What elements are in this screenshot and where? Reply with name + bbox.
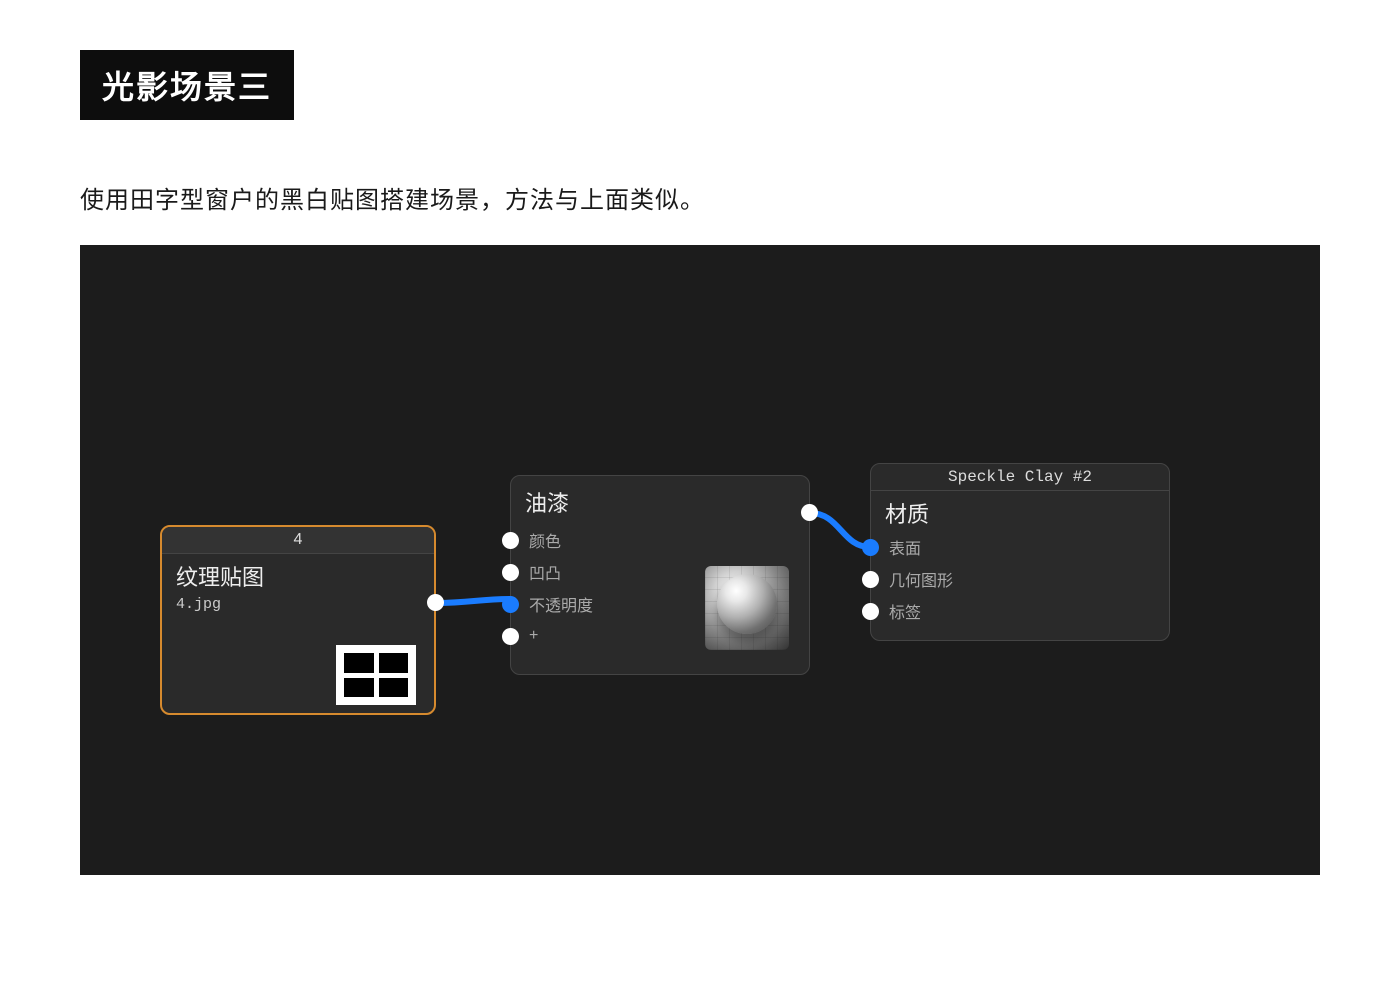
socket-icon[interactable]: [502, 628, 519, 645]
socket-icon[interactable]: [502, 564, 519, 581]
node-material[interactable]: Speckle Clay #2 材质 表面 几何图形 标签: [870, 463, 1170, 641]
port-surface[interactable]: 表面: [871, 531, 1169, 563]
socket-icon[interactable]: [502, 596, 519, 613]
socket-icon[interactable]: [502, 532, 519, 549]
port-color[interactable]: 颜色: [511, 524, 809, 556]
window-pane: [379, 678, 409, 698]
node-editor-canvas[interactable]: 4 纹理贴图 4.jpg 油漆 颜色 凹凸 不透明度: [80, 245, 1320, 875]
port-label: 表面: [889, 535, 921, 559]
node-paint-title: 油漆: [511, 476, 809, 520]
node-texture-filename: 4.jpg: [162, 594, 434, 617]
port-label-tag[interactable]: 标签: [871, 595, 1169, 627]
socket-icon[interactable]: [862, 571, 879, 588]
node-material-toplabel: Speckle Clay #2: [871, 464, 1169, 491]
port-label: +: [529, 627, 538, 645]
node-paint[interactable]: 油漆 颜色 凹凸 不透明度 +: [510, 475, 810, 675]
window-pane: [344, 678, 374, 698]
socket-icon[interactable]: [862, 603, 879, 620]
texture-thumbnail: [336, 645, 416, 705]
port-label: 不透明度: [529, 592, 593, 616]
page-description: 使用田字型窗户的黑白贴图搭建场景，方法与上面类似。: [80, 180, 705, 215]
port-geometry[interactable]: 几何图形: [871, 563, 1169, 595]
material-preview-sphere: [705, 566, 789, 650]
node-texture-header: 4: [162, 527, 434, 554]
texture-output-socket[interactable]: [427, 594, 444, 611]
port-label: 几何图形: [889, 567, 953, 591]
port-label: 凹凸: [529, 560, 561, 584]
window-pane: [344, 653, 374, 673]
paint-output-socket[interactable]: [801, 504, 818, 521]
page-title: 光影场景三: [80, 50, 294, 120]
socket-icon[interactable]: [862, 539, 879, 556]
node-texture[interactable]: 4 纹理贴图 4.jpg: [160, 525, 436, 715]
port-label: 颜色: [529, 528, 561, 552]
node-material-title: 材质: [871, 491, 1169, 531]
node-texture-title: 纹理贴图: [162, 554, 434, 594]
port-label: 标签: [889, 599, 921, 623]
window-pane: [379, 653, 409, 673]
